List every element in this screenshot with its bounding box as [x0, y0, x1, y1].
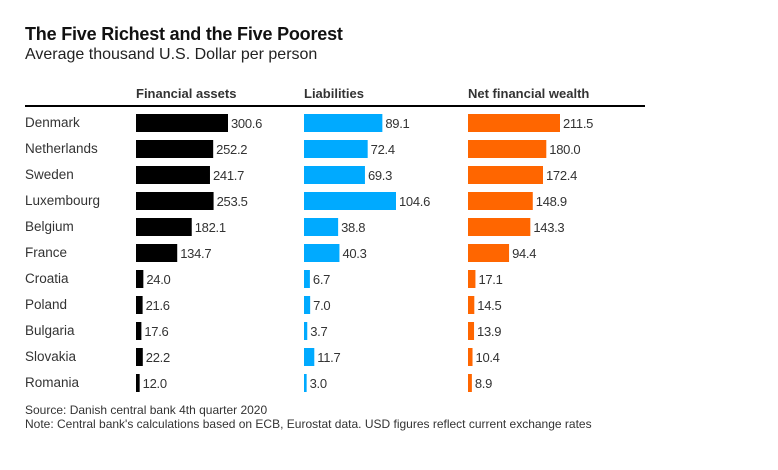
data-label: 69.3: [368, 168, 392, 183]
footnote: Note: Central bank's calculations based …: [25, 417, 592, 431]
column-header-financial-assets: Financial assets: [136, 86, 237, 101]
bar: [136, 322, 142, 340]
category-label: Belgium: [25, 219, 74, 234]
data-label: 7.0: [313, 298, 330, 313]
bar: [136, 296, 143, 314]
bar: [468, 140, 547, 158]
column-header-net-financial-wealth: Net financial wealth: [468, 86, 590, 101]
data-label: 72.4: [371, 142, 395, 157]
data-label: 3.0: [310, 376, 327, 391]
bar: [304, 192, 396, 210]
bar: [468, 322, 475, 340]
bar: [468, 218, 531, 236]
bar: [136, 244, 178, 262]
bar: [304, 374, 307, 392]
category-label: Sweden: [25, 167, 74, 182]
data-label: 10.4: [476, 350, 500, 365]
data-label: 300.6: [231, 116, 262, 131]
bar: [136, 140, 214, 158]
bar: [136, 374, 140, 392]
bar-chart: Denmark Netherlands Sweden Luxembourg Belgiu…: [25, 114, 593, 392]
data-label: 134.7: [180, 246, 211, 261]
bar: [136, 270, 144, 288]
bar: [304, 218, 339, 236]
data-label: 22.2: [146, 350, 170, 365]
bar: [304, 348, 315, 366]
data-label: 252.2: [216, 142, 247, 157]
bar: [136, 114, 228, 132]
chart-title: The Five Richest and the Five Poorest: [25, 24, 343, 44]
data-label: 12.0: [143, 376, 167, 391]
data-label: 241.7: [213, 168, 244, 183]
category-label: Netherlands: [25, 141, 98, 156]
data-label: 253.5: [217, 194, 248, 209]
bar: [468, 166, 543, 184]
bar: [468, 374, 472, 392]
bar: [304, 322, 308, 340]
data-label: 180.0: [549, 142, 580, 157]
bar: [304, 270, 310, 288]
category-label: France: [25, 245, 67, 260]
data-label: 13.9: [477, 324, 501, 339]
bar: [304, 140, 368, 158]
header-rule: [25, 105, 645, 107]
data-label: 17.1: [478, 272, 502, 287]
data-label: 38.8: [341, 220, 365, 235]
data-label: 172.4: [546, 168, 577, 183]
bar: [304, 296, 311, 314]
column-header-liabilities: Liabilities: [304, 86, 364, 101]
category-label: Bulgaria: [25, 323, 75, 338]
data-label: 3.7: [310, 324, 327, 339]
chart-subtitle: Average thousand U.S. Dollar per person: [25, 46, 318, 63]
category-label: Poland: [25, 297, 67, 312]
data-label: 24.0: [146, 272, 170, 287]
data-label: 14.5: [477, 298, 501, 313]
data-label: 143.3: [533, 220, 564, 235]
bar: [468, 296, 475, 314]
bar: [468, 114, 560, 132]
bar: [468, 192, 533, 210]
data-label: 6.7: [313, 272, 330, 287]
bar: [136, 348, 143, 366]
data-label: 148.9: [536, 194, 567, 209]
bar: [468, 244, 510, 262]
source-note: Source: Danish central bank 4th quarter …: [25, 403, 268, 417]
category-label: Romania: [25, 375, 80, 390]
category-label: Luxembourg: [25, 193, 100, 208]
category-label: Denmark: [25, 115, 80, 130]
category-label: Croatia: [25, 271, 69, 286]
bar: [468, 270, 476, 288]
data-label: 40.3: [342, 246, 366, 261]
category-label: Slovakia: [25, 349, 77, 364]
data-label: 21.6: [146, 298, 170, 313]
bar: [136, 218, 192, 236]
bar: [136, 166, 210, 184]
data-label: 104.6: [399, 194, 430, 209]
data-label: 11.7: [317, 350, 340, 365]
data-label: 17.6: [144, 324, 168, 339]
data-label: 89.1: [385, 116, 409, 131]
bar: [304, 244, 340, 262]
data-label: 182.1: [195, 220, 226, 235]
data-label: 211.5: [563, 116, 593, 131]
bar: [136, 192, 214, 210]
bar: [304, 114, 383, 132]
data-label: 8.9: [475, 376, 492, 391]
data-label: 94.4: [512, 246, 536, 261]
bar: [304, 166, 365, 184]
bar: [468, 348, 473, 366]
